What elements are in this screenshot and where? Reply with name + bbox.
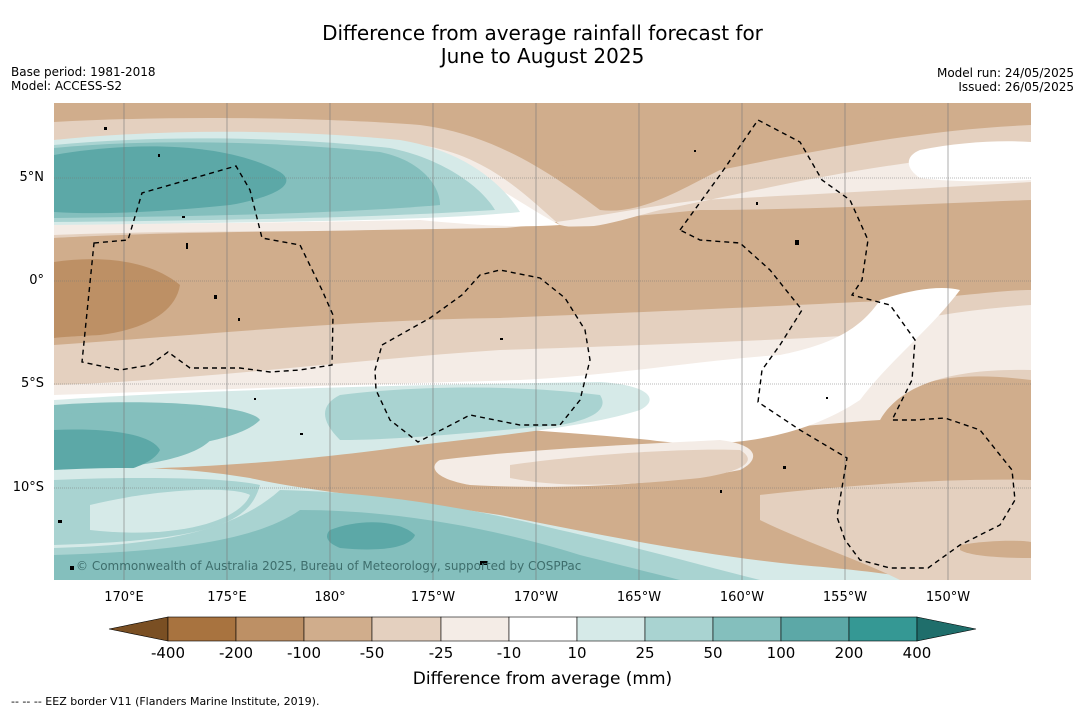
colorbar-tick: 50: [703, 644, 723, 662]
colorbar-low-arrow: [108, 616, 169, 642]
lon-label-150w: 150°W: [925, 590, 971, 605]
grid-lines: [54, 103, 1031, 580]
colorbar-high-arrow: [916, 616, 977, 642]
colorbar-segment-8: [644, 616, 714, 642]
copyright-notice: © Commonwealth of Australia 2025, Bureau…: [76, 559, 582, 573]
colorbar-tick: -50: [359, 644, 385, 662]
colorbar-tick: 100: [766, 644, 796, 662]
colorbar-segment-3: [303, 616, 373, 642]
colorbar-label: Difference from average (mm): [412, 669, 673, 689]
lon-label-175e: 175°E: [207, 590, 247, 605]
lon-label-165w: 165°W: [616, 590, 662, 605]
lon-label-180: 180°: [314, 590, 346, 605]
islands: [58, 127, 828, 570]
colorbar-tick: 200: [834, 644, 864, 662]
model-run: Model run: 24/05/2025: [936, 66, 1074, 80]
meta-right: Model run: 24/05/2025 Issued: 26/05/2025: [937, 66, 1074, 94]
colorbar-tick: 25: [635, 644, 655, 662]
lon-label-155w: 155°W: [822, 590, 868, 605]
eez-borders: [81, 119, 1016, 569]
colorbar-segment-2: [235, 616, 305, 642]
map-title: Difference from average rainfall forecas…: [0, 22, 1085, 68]
colorbar-tick: -100: [286, 644, 322, 662]
colorbar-tick: -400: [150, 644, 186, 662]
lat-label-5s: 5°S: [20, 376, 44, 391]
colorbar-segment-9: [712, 616, 782, 642]
lon-label-170e: 170°E: [104, 590, 144, 605]
lat-label-10s: 10°S: [12, 480, 44, 495]
colorbar-tick: -200: [218, 644, 254, 662]
colorbar-tick: -10: [496, 644, 522, 662]
base-period: Base period: 1981-2018: [11, 65, 156, 79]
title-line-1: Difference from average rainfall forecas…: [322, 21, 763, 45]
colorbar-segment-5: [440, 616, 510, 642]
colorbar-tick: 10: [567, 644, 587, 662]
model-name: Model: ACCESS-S2: [11, 79, 123, 93]
issued-date: Issued: 26/05/2025: [958, 80, 1074, 94]
colorbar-segment-11: [848, 616, 918, 642]
colorbar-segment-6: [508, 616, 578, 642]
colorbar-tick: -25: [428, 644, 454, 662]
lat-label-5n: 5°N: [19, 170, 45, 185]
colorbar-tick: 400: [902, 644, 932, 662]
lon-label-170w: 170°W: [513, 590, 559, 605]
lon-label-175w: 175°W: [410, 590, 456, 605]
meta-left: Base period: 1981-2018 Model: ACCESS-S2: [11, 65, 156, 93]
colorbar-segment-10: [780, 616, 850, 642]
title-line-2: June to August 2025: [440, 44, 645, 68]
lat-label-0: 0°: [29, 273, 44, 288]
lon-label-160w: 160°W: [719, 590, 765, 605]
eez-footnote: -- -- -- EEZ border V11 (Flanders Marine…: [11, 695, 320, 708]
colorbar: [108, 616, 977, 642]
rainfall-field: [54, 103, 1031, 580]
colorbar-segment-4: [371, 616, 442, 642]
colorbar-segment-1: [167, 616, 237, 642]
colorbar-segment-7: [576, 616, 646, 642]
